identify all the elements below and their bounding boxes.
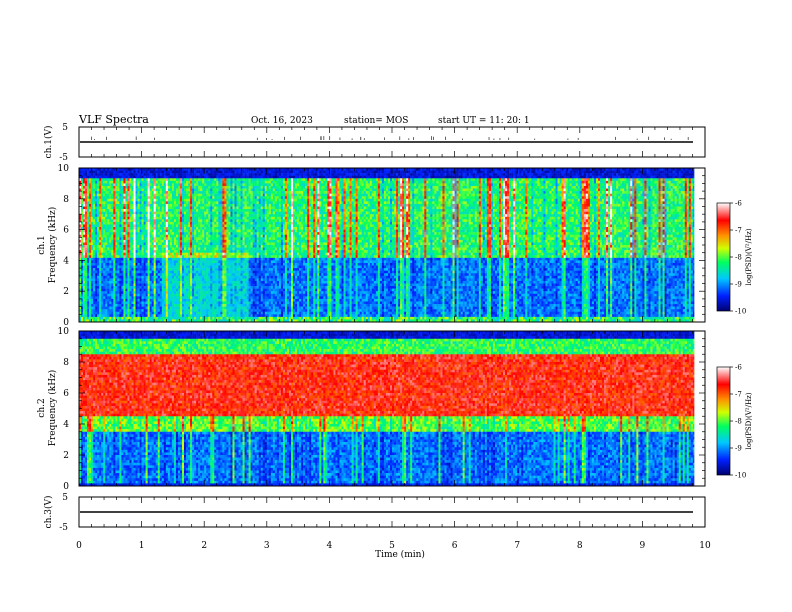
ch1-spectrogram-y-tick-labels: 0 2 4 6 8 10 <box>58 164 70 328</box>
ch1-waveform-panel: 5 -5 ch.1(V) <box>43 123 706 163</box>
ch1-colorbar-gradient <box>716 202 731 312</box>
ch1-waveform-ylabel: ch.1(V) <box>43 126 54 159</box>
ch3-waveform-ylabel: ch.3(V) <box>43 496 54 529</box>
time-tick-label: 9 <box>640 541 646 551</box>
time-tick-label: 7 <box>514 541 520 551</box>
ch2-colorbar: -6 -7 -8 -9 -10 log(PSD)(V²/Hz) <box>716 364 753 480</box>
frequency-tick-label: 8 <box>63 195 69 205</box>
ch1-spectrogram-channel-label: ch.1 <box>37 235 47 254</box>
ch1-spectrogram-panel: 0 2 4 6 8 10 ch.1 Frequency (kHz) <box>37 164 706 328</box>
ch1-ytick-top: 5 <box>62 123 68 133</box>
ch2-colorbar-ticks: -6 -7 -8 -9 -10 <box>730 364 746 480</box>
frequency-tick-label: 10 <box>58 327 70 337</box>
ch2-spectrogram-image <box>79 331 705 486</box>
time-tick-label: 6 <box>452 541 458 551</box>
frequency-tick-label: 8 <box>63 358 69 368</box>
frequency-tick-label: 0 <box>63 318 69 328</box>
frequency-tick-label: 6 <box>63 226 69 236</box>
colorbar-tick-label: -9 <box>735 281 742 289</box>
figure-title: VLF Spectra <box>78 113 149 126</box>
ch3-waveform-x-ticks <box>78 497 706 527</box>
colorbar-tick-label: -7 <box>735 227 742 235</box>
colorbar-tick-label: -10 <box>735 308 746 316</box>
ch3-ytick-top: 5 <box>62 493 68 503</box>
frequency-tick-label: 10 <box>58 164 70 174</box>
frequency-tick-label: 0 <box>63 482 69 492</box>
colorbar-tick-label: -7 <box>735 391 742 399</box>
ch2-spectrogram-panel: 0 2 4 6 8 10 ch.2 Frequency (kHz) <box>37 327 706 492</box>
ch2-colorbar-gradient <box>716 366 731 476</box>
ch2-colorbar-label: log(PSD)(V²/Hz) <box>745 392 753 449</box>
ch2-spectrogram-ticks <box>78 330 706 487</box>
ch1-spectrogram-image <box>79 168 705 322</box>
date-label: Oct. 16, 2023 <box>251 116 313 126</box>
colorbar-tick-label: -9 <box>735 445 742 453</box>
colorbar-tick-label: -6 <box>735 364 742 372</box>
ch2-spectrogram-y-tick-labels: 0 2 4 6 8 10 <box>58 327 70 492</box>
colorbar-tick-label: -10 <box>735 472 746 480</box>
ch1-colorbar-ticks: -6 -7 -8 -9 -10 <box>730 200 746 316</box>
colorbar-tick-label: -8 <box>735 418 742 426</box>
ch1-waveform-x-ticks <box>78 127 706 157</box>
ch1-spectrogram-ticks <box>78 167 706 323</box>
frequency-tick-label: 4 <box>63 256 69 266</box>
ch1-colorbar-label: log(PSD)(V²/Hz) <box>745 228 753 285</box>
colorbar-tick-label: -8 <box>735 254 742 262</box>
ch1-colorbar: -6 -7 -8 -9 -10 log(PSD)(V²/Hz) <box>716 200 753 316</box>
time-tick-label: 1 <box>139 541 145 551</box>
ch3-waveform-panel: 5 -5 ch.3(V) 0 1 2 3 4 5 6 7 8 9 10 Time (min) <box>43 493 711 560</box>
ch3-ytick-bottom: -5 <box>59 523 68 533</box>
time-axis-tick-labels: 0 1 2 3 4 5 6 7 8 9 10 <box>76 541 711 551</box>
colorbar-tick-label: -6 <box>735 200 742 208</box>
ch1-ytick-bottom: -5 <box>59 153 68 163</box>
frequency-tick-label: 6 <box>63 389 69 399</box>
frequency-tick-label: 2 <box>63 287 69 297</box>
time-tick-label: 5 <box>389 541 395 551</box>
time-tick-label: 3 <box>264 541 270 551</box>
ch2-spectrogram-channel-label: ch.2 <box>37 398 47 417</box>
station-label: station= MOS <box>344 116 408 126</box>
time-tick-label: 10 <box>699 541 711 551</box>
time-tick-label: 4 <box>327 541 333 551</box>
frequency-tick-label: 2 <box>63 451 69 461</box>
frequency-tick-label: 4 <box>63 420 69 430</box>
ch2-spectrogram-ylabel: Frequency (kHz) <box>47 370 58 447</box>
time-tick-label: 0 <box>76 541 82 551</box>
time-tick-label: 8 <box>577 541 583 551</box>
start-time-label: start UT = 11: 20: 1 <box>438 116 530 126</box>
ch1-spectrogram-ylabel: Frequency (kHz) <box>47 207 58 284</box>
time-tick-label: 2 <box>201 541 207 551</box>
time-axis-label: Time (min) <box>375 549 425 560</box>
